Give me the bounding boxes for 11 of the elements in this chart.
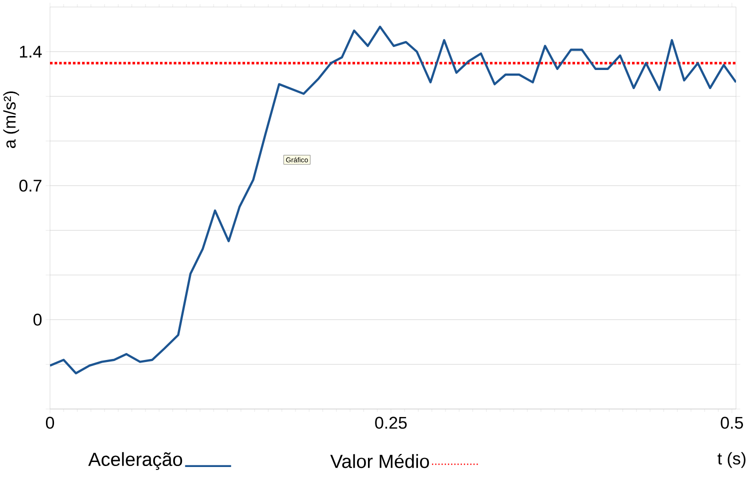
x-tick-label: 0.5 [720, 416, 743, 429]
y-tick-label: 0.7 [19, 180, 42, 192]
x-tick-label: 0 [46, 416, 54, 429]
y-axis-title: a (m/s²) [3, 91, 20, 148]
line-series [50, 26, 736, 374]
x-tick-label: 0.25 [375, 416, 407, 429]
legend-label: Valor Médio [330, 454, 429, 468]
legend-label: Aceleração [88, 452, 182, 470]
x-axis-title: t (s) [718, 452, 746, 468]
y-tick-label: 0 [33, 314, 42, 326]
y-tick-label: 1.4 [20, 46, 42, 58]
